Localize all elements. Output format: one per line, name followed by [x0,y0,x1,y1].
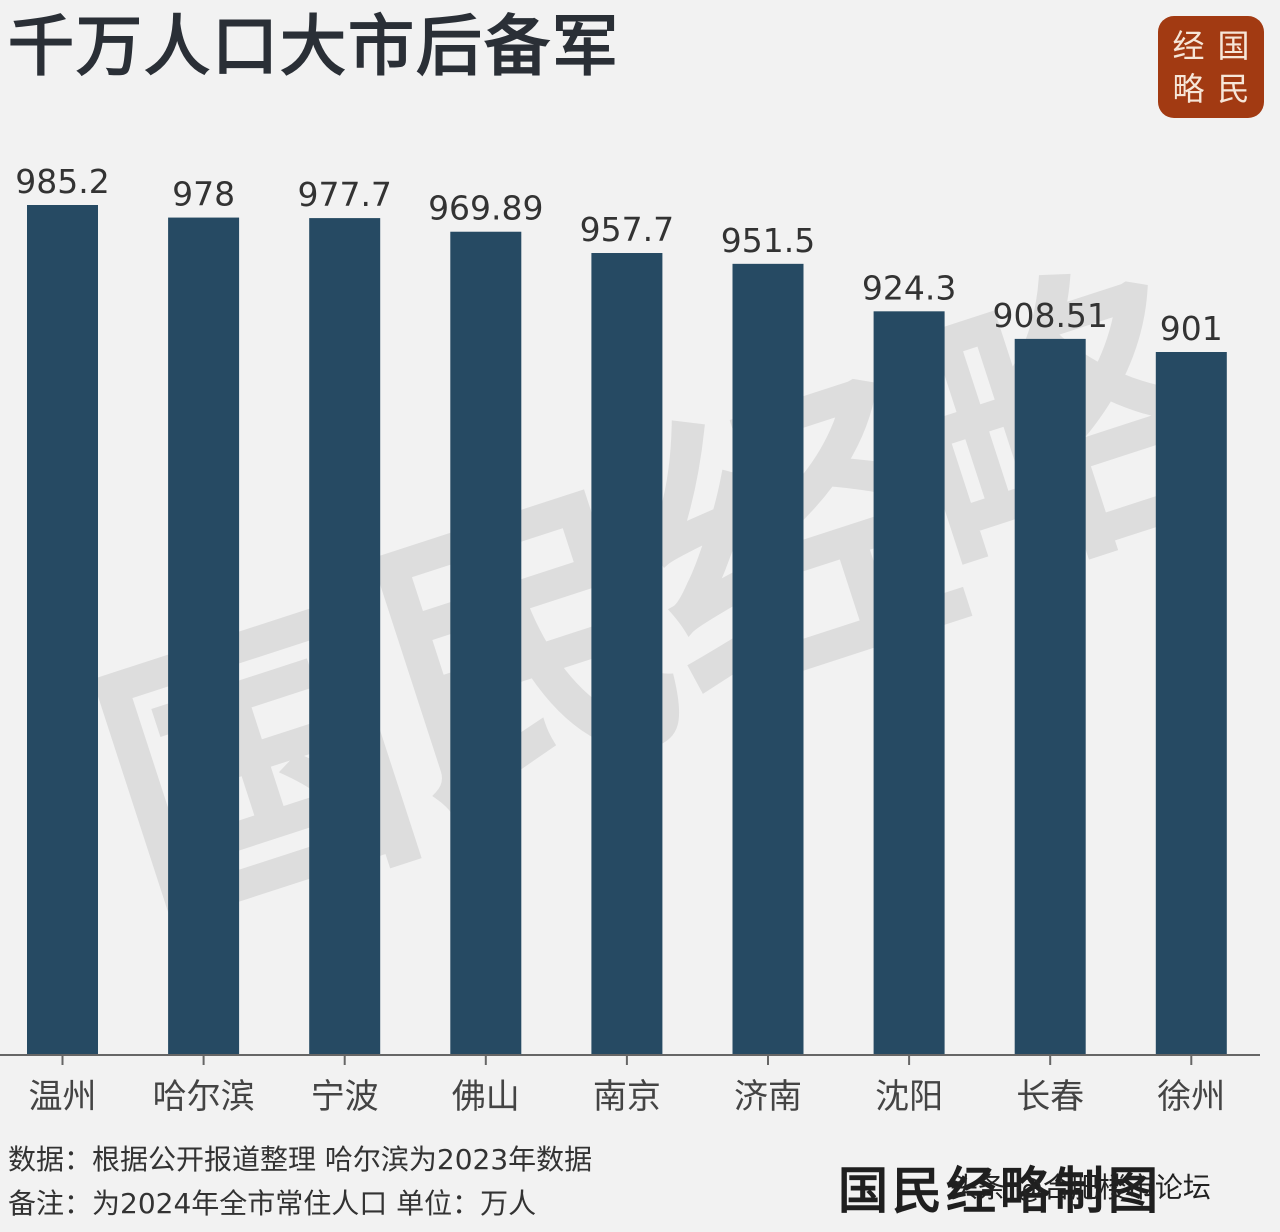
value-label: 978 [172,175,235,214]
value-label: 908.51 [992,296,1107,335]
category-label: 温州 [29,1077,97,1117]
bar-沈阳 [873,311,945,1055]
category-label: 徐州 [1157,1077,1225,1117]
category-label: 沈阳 [875,1077,943,1117]
logo-char: 民 [1217,69,1250,108]
value-label: 951.5 [721,221,815,260]
bar-南京 [591,253,663,1056]
category-label: 宁波 [311,1077,379,1117]
bar-济南 [732,263,804,1055]
logo-char: 经 [1172,26,1205,65]
value-label: 969.89 [428,189,543,228]
logo-char: 略 [1172,69,1205,108]
brand-logo: 经 国 略 民 [1158,16,1264,118]
source-note: 数据：根据公开报道整理 哈尔滨为2023年数据 [8,1143,593,1176]
value-label: 924.3 [862,268,956,307]
value-label: 985.2 [15,162,109,201]
value-label: 977.7 [297,175,391,214]
category-label: 佛山 [452,1077,520,1117]
category-label: 长春 [1016,1077,1084,1117]
bar-长春 [1014,338,1086,1056]
bar-佛山 [450,231,522,1055]
category-label: 哈尔滨 [153,1077,255,1117]
category-label: 济南 [734,1077,802,1117]
category-label: 南京 [593,1077,661,1117]
remark-note: 备注：为2024年全市常住人口 单位：万人 [8,1187,537,1220]
logo-char: 国 [1217,26,1250,65]
bar-宁波 [309,218,381,1056]
value-label: 957.7 [580,210,674,249]
chart-title: 千万人口大市后备军 [8,8,620,85]
brand-signature: 国民经略制图 [838,1161,1162,1220]
bar-温州 [27,205,98,1055]
bar-徐州 [1155,352,1227,1055]
platform-credit: 头条 @合肥楼市论坛 [950,1171,1211,1204]
bar-哈尔滨 [168,217,240,1055]
value-label: 901 [1160,309,1223,348]
